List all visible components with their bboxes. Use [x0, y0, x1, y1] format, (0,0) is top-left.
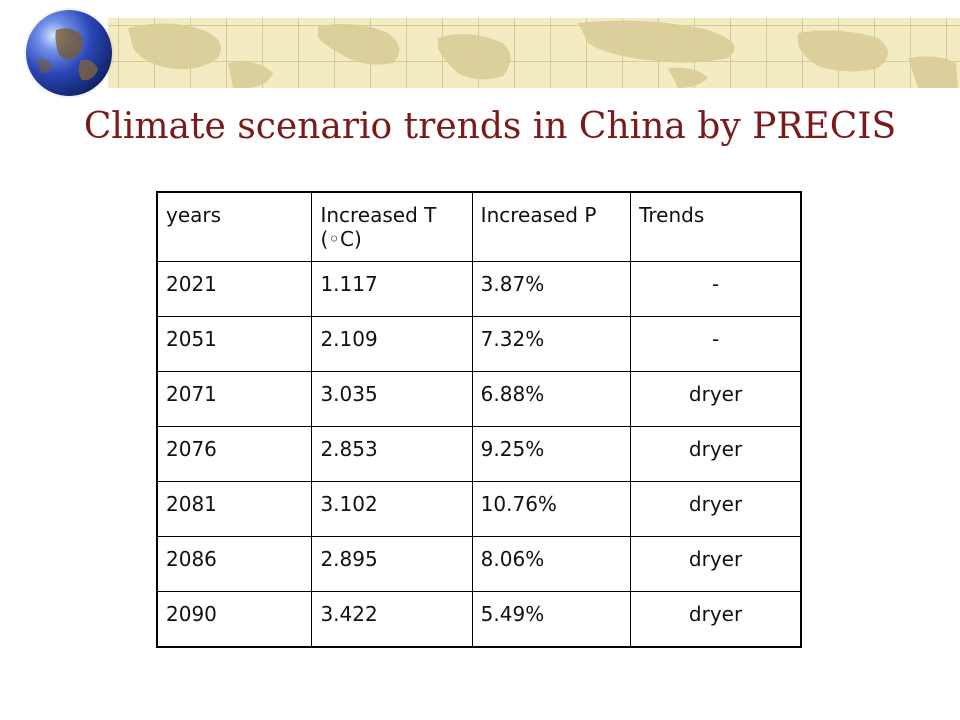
table-row: 2086 2.895 8.06% dryer [156, 536, 802, 592]
cell-increased-t: 3.102 [311, 481, 473, 537]
cell-increased-p: 8.06% [471, 536, 632, 592]
cell-increased-t: 2.109 [311, 316, 473, 372]
cell-increased-p: 3.87% [471, 261, 632, 317]
cell-increased-t: 1.117 [311, 261, 473, 317]
table-row: 2090 3.422 5.49% dryer [156, 591, 802, 648]
table-row: 2076 2.853 9.25% dryer [156, 426, 802, 482]
cell-year: 2076 [156, 426, 313, 482]
cell-trend: dryer [630, 536, 802, 592]
cell-trend: dryer [630, 426, 802, 482]
table-row: 2071 3.035 6.88% dryer [156, 371, 802, 427]
cell-year: 2090 [156, 591, 313, 648]
cell-trend: dryer [630, 591, 802, 648]
cell-increased-p: 5.49% [471, 591, 632, 648]
cell-trend: - [630, 261, 802, 317]
table-row: 2081 3.102 10.76% dryer [156, 481, 802, 537]
cell-trend: - [630, 316, 802, 372]
world-map-icon [128, 20, 958, 88]
cell-year: 2081 [156, 481, 313, 537]
header-increased-p: Increased P [471, 191, 632, 262]
cell-increased-t: 3.035 [311, 371, 473, 427]
cell-year: 2071 [156, 371, 313, 427]
cell-year: 2051 [156, 316, 313, 372]
cell-increased-p: 6.88% [471, 371, 632, 427]
cell-increased-p: 9.25% [471, 426, 632, 482]
header-increased-t-unit: (◦C) [320, 227, 362, 251]
cell-year: 2086 [156, 536, 313, 592]
header-years: years [156, 191, 313, 262]
cell-trend: dryer [630, 481, 802, 537]
cell-increased-t: 3.422 [311, 591, 473, 648]
table-header-row: years Increased T (◦C) Increased P Trend… [156, 191, 802, 262]
world-map-banner [108, 18, 960, 88]
cell-increased-p: 7.32% [471, 316, 632, 372]
climate-trends-table: years Increased T (◦C) Increased P Trend… [156, 191, 802, 648]
cell-increased-p: 10.76% [471, 481, 632, 537]
page-title: Climate scenario trends in China by PREC… [83, 106, 897, 147]
table-row: 2051 2.109 7.32% - [156, 316, 802, 372]
table-row: 2021 1.117 3.87% - [156, 261, 802, 317]
cell-year: 2021 [156, 261, 313, 317]
cell-increased-t: 2.895 [311, 536, 473, 592]
header-increased-t-label: Increased T [320, 203, 437, 227]
header-increased-t: Increased T (◦C) [311, 191, 473, 262]
cell-trend: dryer [630, 371, 802, 427]
globe-icon [26, 10, 112, 96]
cell-increased-t: 2.853 [311, 426, 473, 482]
header-trends: Trends [630, 191, 802, 262]
